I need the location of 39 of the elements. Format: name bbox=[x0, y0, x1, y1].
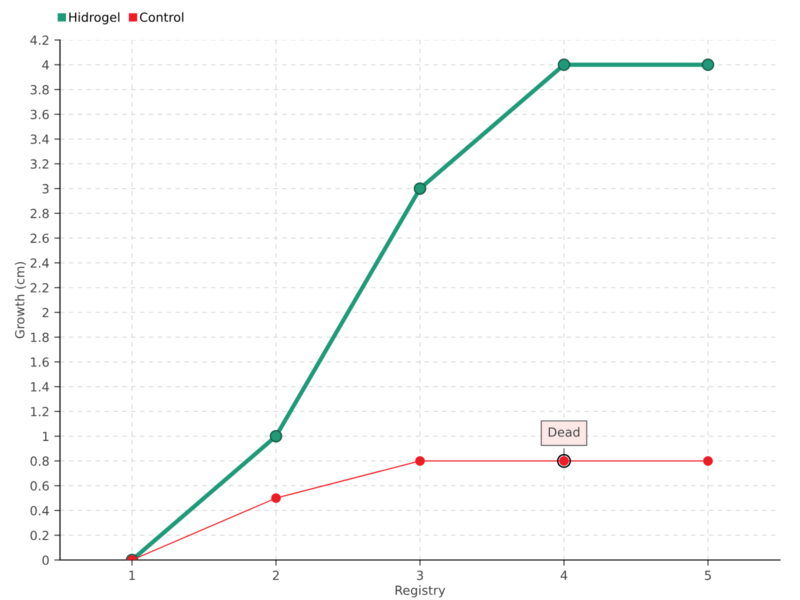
y-tick-label: 4.2 bbox=[30, 35, 48, 45]
point bbox=[414, 182, 426, 195]
point bbox=[702, 58, 714, 72]
x-tick-label: 1 bbox=[129, 570, 135, 580]
point bbox=[703, 456, 713, 466]
y-tick-label: 2.2 bbox=[30, 283, 48, 292]
y-tick-label: 2.4 bbox=[30, 258, 49, 268]
point bbox=[415, 456, 425, 466]
point bbox=[271, 493, 281, 503]
y-tick-label: 0.6 bbox=[30, 481, 49, 491]
y-tick-label: 0 bbox=[42, 555, 49, 565]
y-tick-label: 0.8 bbox=[30, 456, 49, 466]
y-tick-label: 4 bbox=[42, 60, 49, 70]
y-tick-label: 2.6 bbox=[30, 234, 49, 244]
annotation: Dead bbox=[548, 427, 580, 437]
legend-label: Control bbox=[140, 12, 184, 22]
y-tick-label: 3.6 bbox=[30, 110, 49, 120]
y-tick-label: 3 bbox=[42, 184, 49, 194]
x-tick-label: 4 bbox=[560, 570, 568, 580]
y-tick-label: 0.4 bbox=[30, 506, 49, 516]
point bbox=[558, 58, 570, 72]
point bbox=[270, 430, 282, 442]
y-tick-label: 1 bbox=[43, 432, 48, 441]
y-tick-label: 1.4 bbox=[31, 382, 49, 392]
y-tick-label: 3.8 bbox=[30, 84, 49, 94]
x-tick-label: 3 bbox=[416, 570, 423, 580]
x-tick-label: 2 bbox=[272, 570, 279, 580]
legend-label: Hidrogel bbox=[69, 12, 120, 24]
x-axis-title: Registry bbox=[396, 585, 446, 598]
y-tick-label: 2 bbox=[42, 308, 48, 318]
x-tick-label: 5 bbox=[704, 570, 711, 580]
y-tick-label: 3.2 bbox=[30, 159, 48, 169]
y-tick-label: 1.8 bbox=[31, 332, 49, 342]
y-tick-label: 1.2 bbox=[31, 406, 48, 416]
y-tick-label: 3.4 bbox=[30, 134, 49, 144]
y-axis-title: Growth (cm) bbox=[14, 262, 26, 338]
y-tick-label: 2.8 bbox=[30, 208, 49, 218]
y-tick-label: 0.2 bbox=[30, 530, 48, 540]
y-tick-label: 1.6 bbox=[31, 357, 49, 367]
